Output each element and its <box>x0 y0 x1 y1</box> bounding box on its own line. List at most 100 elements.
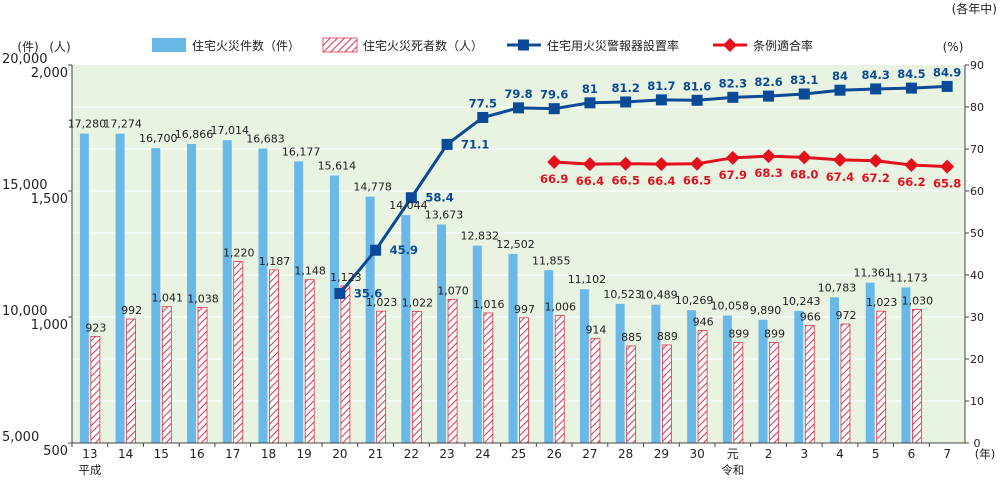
bar-deaths <box>161 306 172 444</box>
label-fires: 17,274 <box>103 118 142 131</box>
label-installation: 84.3 <box>862 68 890 82</box>
bar-fires <box>615 303 625 443</box>
label-installation: 35.6 <box>354 286 382 300</box>
x-tick: 17 <box>225 447 240 461</box>
bar-deaths <box>197 307 208 444</box>
x-tick: 18 <box>261 447 276 461</box>
label-fires: 9,890 <box>750 304 782 317</box>
label-fires: 12,832 <box>461 230 500 243</box>
x-tick: 6 <box>908 447 916 461</box>
label-deaths: 885 <box>621 331 642 344</box>
bar-deaths <box>554 315 565 444</box>
label-compliance: 66.4 <box>576 174 604 188</box>
label-compliance: 68.3 <box>754 166 782 180</box>
right-tick: 0 <box>974 437 981 450</box>
label-installation: 81.7 <box>647 79 675 93</box>
x-tick: 5 <box>872 447 880 461</box>
bar-deaths <box>590 338 601 444</box>
label-fires: 17,014 <box>210 124 249 137</box>
bar-deaths <box>626 345 637 444</box>
compliance-marker <box>618 156 633 171</box>
installation-line <box>338 84 948 295</box>
bar-deaths <box>376 310 387 444</box>
bar-deaths <box>483 312 494 444</box>
bar-fires <box>865 282 875 443</box>
installation-marker <box>477 112 489 123</box>
label-deaths: 1,038 <box>187 292 219 305</box>
right-tick: 50 <box>970 227 984 240</box>
label-deaths: 1,023 <box>866 296 898 309</box>
label-deaths: 1,006 <box>544 300 576 313</box>
label-installation: 81 <box>582 82 598 96</box>
bar-fires <box>722 315 732 443</box>
label-installation: 84.5 <box>897 67 925 81</box>
right-tick: 10 <box>970 395 984 408</box>
x-tick: 2 <box>765 447 773 461</box>
x-tick: 13 <box>82 447 97 461</box>
label-fires: 13,673 <box>425 208 464 221</box>
right-tick: 70 <box>970 143 984 156</box>
bar-fires <box>544 270 554 443</box>
compliance-marker <box>940 159 955 174</box>
legend-label-deaths: 住宅火災死者数（人） <box>363 38 483 53</box>
x-tick: 16 <box>189 447 204 461</box>
legend-swatch-fires <box>152 38 186 52</box>
label-deaths: 923 <box>85 321 106 334</box>
label-deaths: 1,023 <box>366 296 398 309</box>
left-inner-tick: 2,000 <box>31 66 68 81</box>
installation-marker <box>798 88 810 100</box>
installation-marker <box>763 90 775 102</box>
bar-fires <box>222 140 232 443</box>
x-tick: 3 <box>800 447 808 461</box>
compliance-marker <box>797 150 812 165</box>
bar-deaths <box>804 325 815 444</box>
label-compliance: 66.9 <box>540 172 568 186</box>
installation-marker <box>370 244 382 256</box>
label-deaths: 992 <box>121 304 142 317</box>
compliance-marker <box>832 152 847 167</box>
bar-fires <box>758 319 768 443</box>
bar-deaths <box>733 342 744 444</box>
x-tick: 4 <box>836 447 844 461</box>
bar-fires <box>151 148 161 443</box>
bar-fires <box>294 161 304 443</box>
x-tick: 23 <box>439 447 454 461</box>
label-installation: 58.4 <box>425 191 453 205</box>
x-tick: 27 <box>582 447 597 461</box>
x-tick: 19 <box>297 447 312 461</box>
installation-marker <box>513 102 524 114</box>
bar-fires <box>901 287 911 443</box>
label-fires: 14,044 <box>389 199 428 212</box>
label-fires: 10,058 <box>711 300 750 313</box>
x-tick: 25 <box>511 447 526 461</box>
bar-deaths <box>411 311 422 444</box>
x-tick: 21 <box>368 447 383 461</box>
label-fires: 16,700 <box>139 132 178 145</box>
compliance-marker <box>582 157 597 172</box>
bar-fires <box>258 148 268 444</box>
installation-marker <box>334 287 346 299</box>
legend-marker-compliance <box>723 38 737 52</box>
label-compliance: 67.9 <box>719 168 747 182</box>
compliance-marker <box>654 157 669 172</box>
installation-marker <box>870 83 882 95</box>
right-tick: 30 <box>970 311 984 324</box>
bar-deaths <box>769 342 779 444</box>
label-fires: 17,280 <box>68 118 107 131</box>
bar-fires <box>651 304 661 443</box>
bar-deaths <box>340 285 351 444</box>
label-fires: 16,683 <box>246 133 285 146</box>
bar-fires <box>401 215 411 443</box>
bar-fires <box>579 289 589 443</box>
label-compliance: 66.5 <box>683 174 711 188</box>
bar-fires <box>508 253 518 443</box>
label-compliance: 66.5 <box>611 174 639 188</box>
label-deaths: 1,070 <box>437 284 469 297</box>
label-fires: 15,614 <box>318 160 357 173</box>
label-installation: 77.5 <box>469 97 497 111</box>
era-label: 令和 <box>721 463 744 477</box>
compliance-marker <box>690 156 705 171</box>
bar-fires <box>329 175 339 443</box>
